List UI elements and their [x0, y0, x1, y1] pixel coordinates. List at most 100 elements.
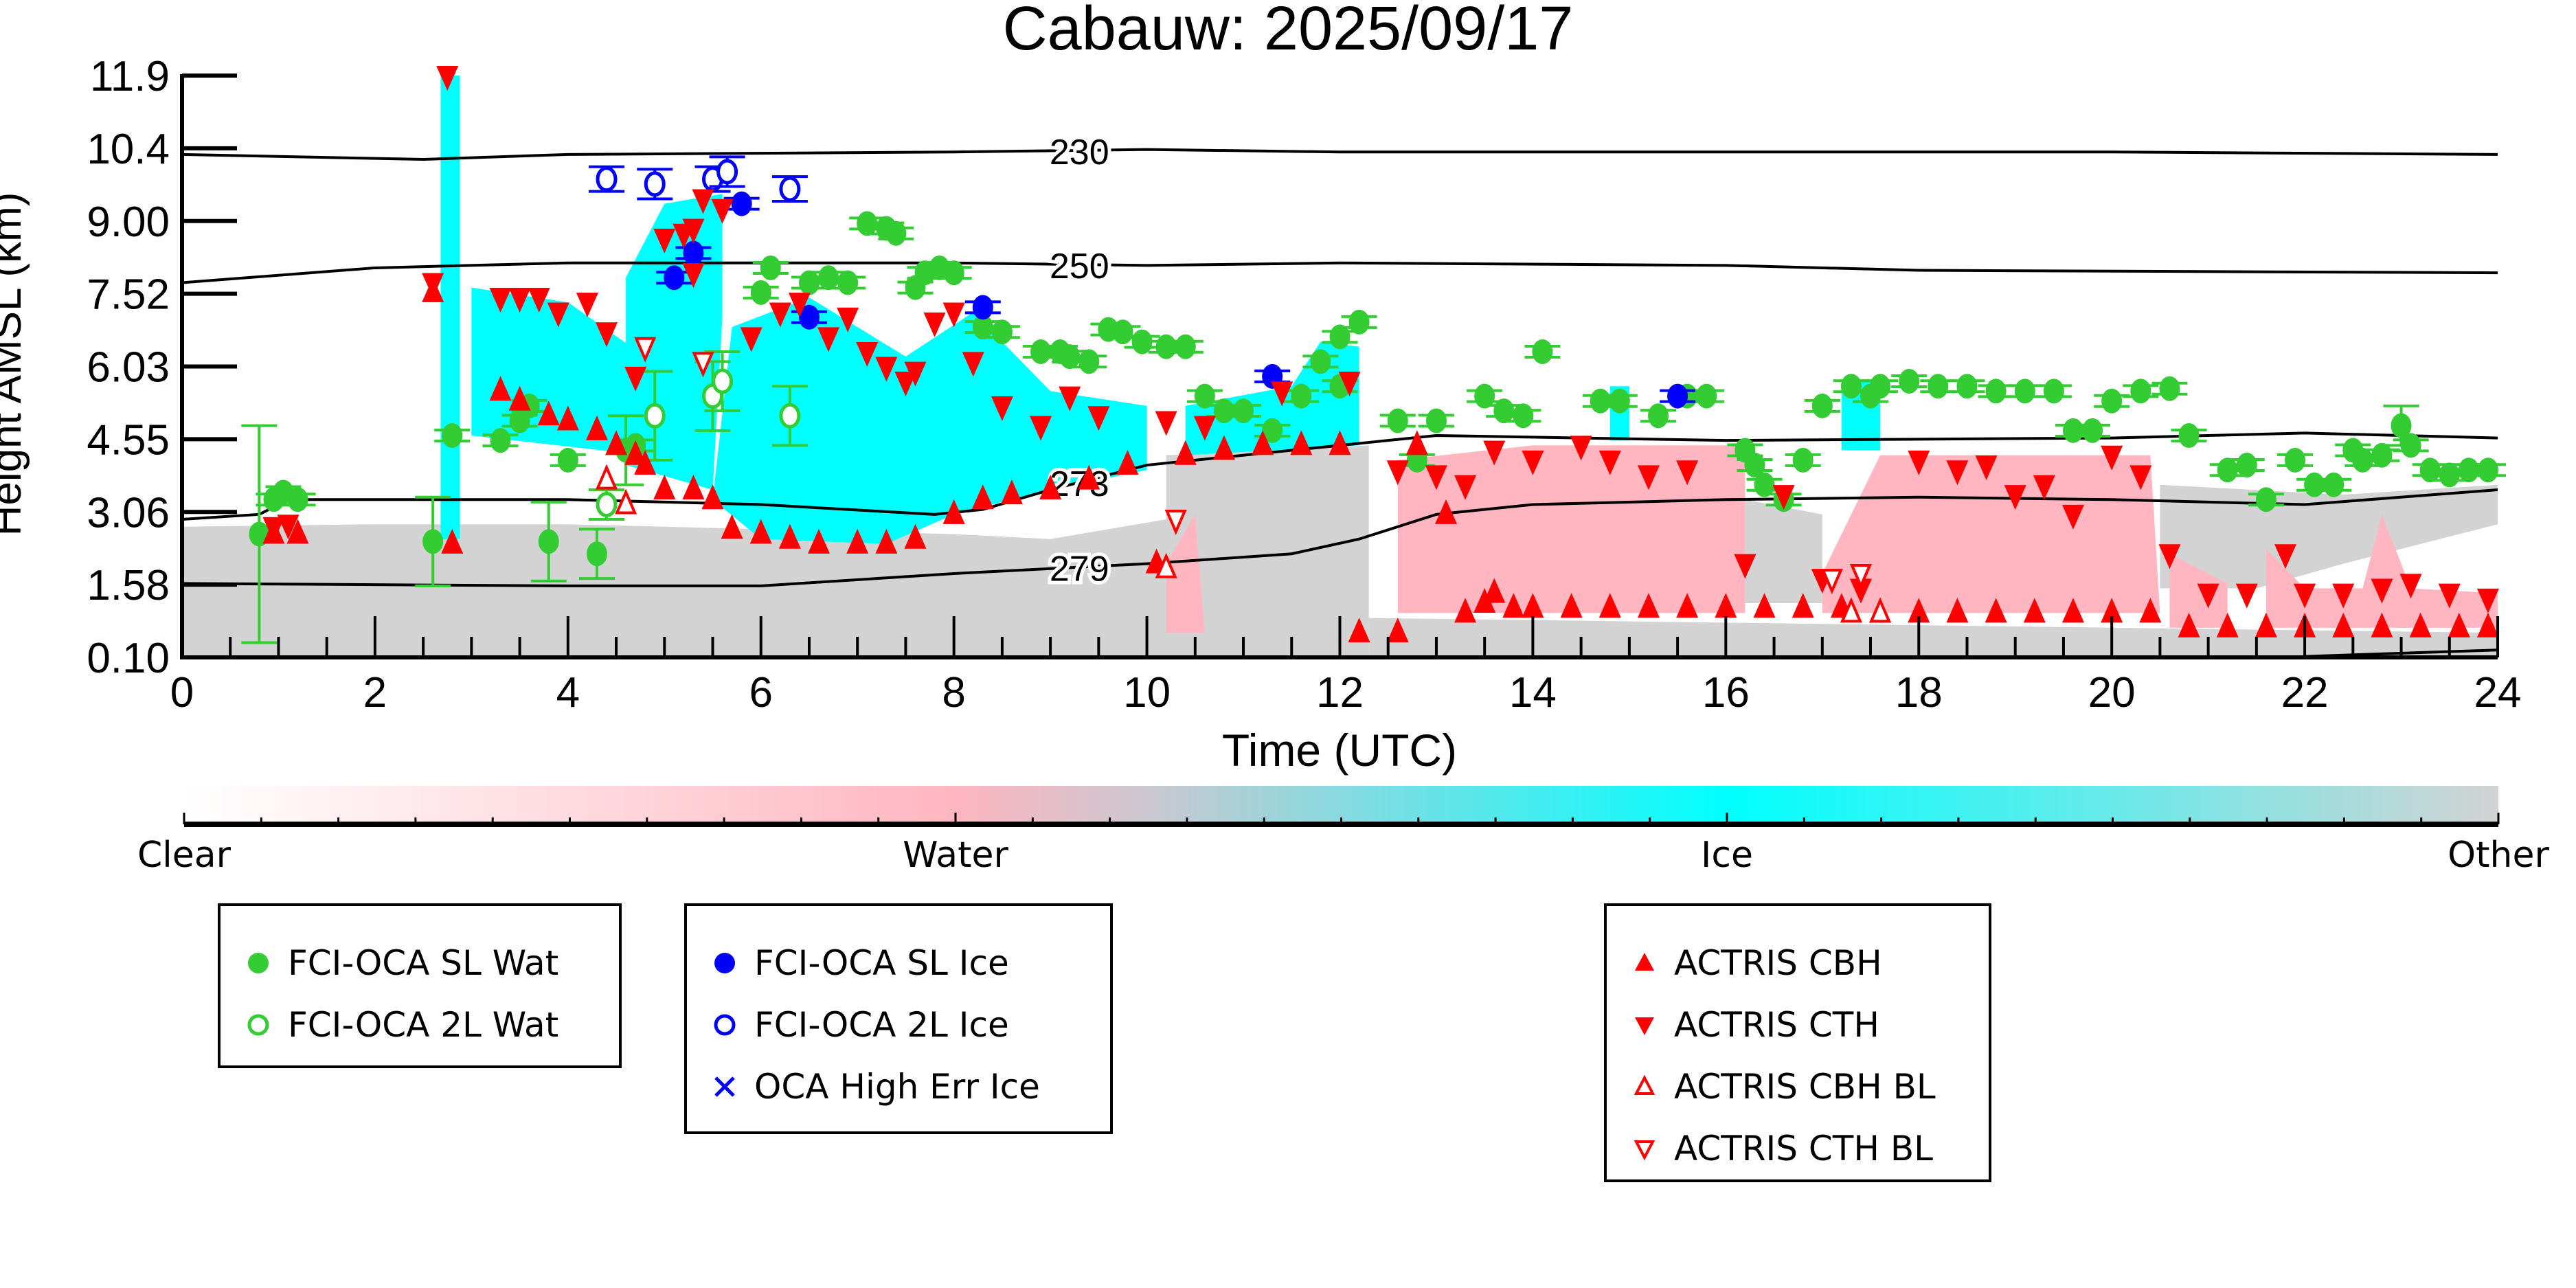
actris-cth-point [2033, 475, 2055, 500]
fci-oca-sl-wat-point [1648, 403, 1669, 429]
fci-oca-sl-wat-point [2014, 379, 2035, 404]
actris-cbh-point [942, 499, 965, 524]
fci-oca-sl-wat-point [1155, 334, 1177, 359]
actris-cbh-point [1078, 464, 1100, 490]
fci-oca-sl-wat-point [1112, 319, 1133, 345]
fci-oca-sl-wat-point [2255, 487, 2276, 512]
fci-oca-sl-wat-point [2419, 457, 2441, 483]
legend-item-cth-bl: ACTRIS CTH BL [1627, 1118, 1968, 1179]
x-tick-label: 20 [2088, 669, 2136, 716]
actris-cth-point [2197, 583, 2219, 609]
actris-cth-point [837, 307, 859, 332]
actris-cbh-point [1560, 593, 1583, 618]
open-circle-icon [247, 1014, 269, 1036]
fci-oca-sl-ice-point [731, 191, 752, 216]
actris-cth-point [894, 372, 917, 397]
actris-cth-point [596, 322, 618, 348]
actris-cth-bl-point [634, 337, 657, 363]
fci-oca-sl-wat-point [1696, 383, 1717, 409]
actris-cbh-point [778, 523, 801, 549]
cloud-region-water [1397, 445, 1745, 613]
legend-ice: FCI-OCA SL Ice FCI-OCA 2L Ice OCA High E… [684, 903, 1113, 1134]
actris-cth-point [769, 302, 791, 328]
actris-cth-point [692, 189, 714, 214]
actris-cbh-point [2409, 612, 2432, 637]
fci-oca-sl-wat-point [1175, 334, 1196, 359]
fci-oca-sl-wat-point [2391, 413, 2412, 438]
actris-cbh-point [1715, 593, 1737, 618]
fci-oca-sl-wat-point [2323, 472, 2345, 497]
actris-cbh-point [682, 474, 705, 499]
actris-cth-point [1030, 416, 1052, 441]
colorbar-label-ice: Ice [1701, 835, 1753, 876]
cloud-region-other [1368, 618, 2498, 657]
actris-cth-point [576, 293, 598, 318]
actris-cth-point [856, 341, 879, 367]
x-tick-label: 2 [363, 669, 387, 716]
actris-cth-point [1059, 386, 1081, 411]
fci-oca-sl-wat-point [1387, 408, 1408, 433]
actris-cth-point [1483, 440, 1506, 466]
fci-oca-sl-wat-point [2371, 442, 2393, 468]
actris-cth-point [2399, 574, 2422, 599]
actris-cbh-point [556, 405, 579, 431]
actris-cth-point [942, 302, 965, 328]
fci-oca-sl-wat-point [1870, 374, 1891, 399]
fci-oca-sl-wat-point [2304, 472, 2325, 497]
fci-oca-sl-wat-point [857, 211, 878, 236]
legend-item-2l-ice: FCI-OCA 2L Ice [708, 994, 1089, 1056]
actris-cth-bl-point [1820, 569, 1843, 595]
fci-oca-sl-wat-point [422, 529, 444, 554]
contour-line [182, 488, 2498, 587]
legend-item-cth: ACTRIS CTH [1627, 994, 1968, 1056]
actris-cbh-point [634, 450, 657, 475]
fci-oca-2l-ice-point [644, 171, 666, 197]
fci-oca-2l-wat-point [596, 491, 618, 517]
actris-cbh-point [875, 528, 898, 554]
fci-oca-sl-wat-point [1348, 309, 1370, 335]
fci-oca-sl-wat-point [1985, 379, 2007, 404]
actris-cbh-point [1252, 430, 1274, 455]
fci-oca-sl-wat-point [2236, 453, 2257, 478]
actris-cbh-point [971, 484, 994, 510]
fci-oca-2l-ice-point [596, 166, 618, 192]
actris-cbh-point [2139, 598, 2162, 623]
fci-oca-sl-wat-point [1131, 329, 1153, 354]
actris-cth-point [2332, 583, 2355, 609]
fci-oca-sl-wat-point [972, 315, 993, 340]
actris-cbh-point [1676, 593, 1699, 618]
actris-cbh-point [2476, 612, 2499, 637]
cloud-region-other [2160, 484, 2498, 589]
fci-oca-sl-wat-point [1956, 374, 1978, 399]
actris-cth-point [624, 366, 647, 392]
actris-cbh-point [1290, 430, 1313, 455]
actris-cbh-point [1435, 499, 1458, 524]
actris-cbh-point [1174, 440, 1197, 465]
actris-cbh-point [1348, 618, 1370, 643]
actris-cth-point [2371, 578, 2393, 604]
actris-cbh-point [653, 474, 676, 499]
actris-cth-point [2274, 544, 2296, 569]
fci-oca-sl-wat-point [538, 529, 559, 554]
fci-oca-sl-wat-point [442, 422, 463, 448]
cloud-region-water [2266, 514, 2498, 628]
actris-cth-point [422, 273, 444, 298]
actris-cbh-point [624, 440, 647, 465]
fci-oca-sl-wat-point [2159, 376, 2180, 401]
actris-cbh-bl-point [1155, 552, 1177, 578]
cloud-region-water [1166, 514, 1205, 633]
actris-cth-point [2158, 544, 2181, 569]
fci-oca-sl-wat-point [2439, 462, 2460, 488]
actris-cth-point [277, 515, 300, 540]
actris-cbh-point [1908, 598, 1930, 623]
fci-oca-sl-wat-point [1840, 374, 1862, 399]
actris-cbh-bl-point [595, 464, 618, 490]
actris-cth-bl-point [1849, 563, 1873, 590]
actris-cth-point [1676, 460, 1699, 486]
filled-circle-icon [248, 953, 269, 973]
actris-cth-point [1946, 460, 1969, 486]
contour-line [182, 148, 2498, 161]
x-tick-label: 24 [2474, 669, 2522, 716]
